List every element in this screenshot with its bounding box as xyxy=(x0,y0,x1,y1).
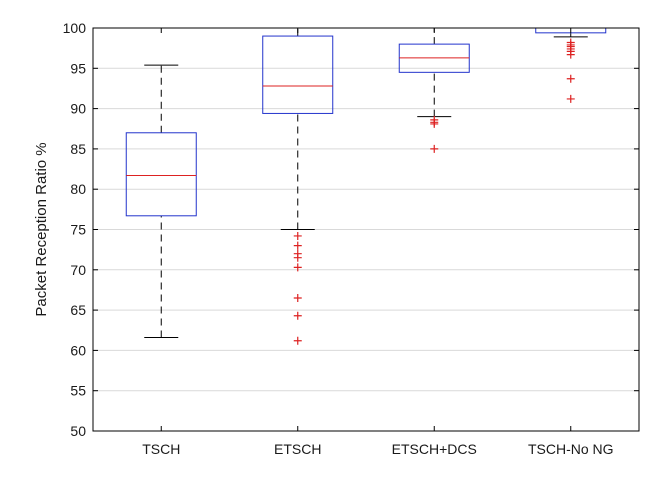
x-tick-label: TSCH xyxy=(142,441,180,457)
y-tick-label: 55 xyxy=(70,383,86,399)
outlier-marker xyxy=(293,253,302,262)
x-tick-label: TSCH-No NG xyxy=(528,441,614,457)
x-axis-ticks: TSCH ETSCH ETSCH+DCS TSCH-No NG xyxy=(142,28,614,457)
y-axis-label: Packet Reception Ratio % xyxy=(33,142,50,316)
outlier-marker xyxy=(293,336,302,345)
outlier-marker xyxy=(293,241,302,250)
iqr-box xyxy=(262,35,334,114)
outlier-marker xyxy=(293,231,302,240)
x-tick-label: ETSCH xyxy=(274,441,321,457)
y-tick-label: 75 xyxy=(70,222,86,238)
y-tick-label: 65 xyxy=(70,302,86,318)
outlier-marker xyxy=(430,144,439,153)
y-tick-label: 80 xyxy=(70,181,86,197)
y-tick-label: 90 xyxy=(70,101,86,117)
outlier-marker xyxy=(430,119,439,128)
y-tick-label: 95 xyxy=(70,60,86,76)
y-axis-ticks: 50 55 60 65 70 75 80 85 90 95 100 xyxy=(63,20,639,439)
box-series xyxy=(125,27,607,345)
y-tick-label: 100 xyxy=(63,20,87,36)
outlier-marker xyxy=(566,50,575,59)
x-tick-label: ETSCH+DCS xyxy=(392,441,477,457)
y-tick-label: 50 xyxy=(70,423,86,439)
outlier-marker xyxy=(293,311,302,320)
grid-lines xyxy=(93,67,639,392)
y-tick-label: 70 xyxy=(70,262,86,278)
box-group xyxy=(125,64,197,339)
y-tick-label: 60 xyxy=(70,342,86,358)
box-group xyxy=(262,27,334,345)
outlier-marker xyxy=(566,74,575,83)
box-group xyxy=(398,27,470,153)
outlier-marker xyxy=(293,263,302,272)
outlier-marker xyxy=(293,294,302,303)
box-group xyxy=(535,27,607,103)
y-tick-label: 85 xyxy=(70,141,86,157)
outlier-marker xyxy=(566,94,575,103)
plot-frame xyxy=(92,27,640,432)
iqr-box xyxy=(125,132,197,217)
